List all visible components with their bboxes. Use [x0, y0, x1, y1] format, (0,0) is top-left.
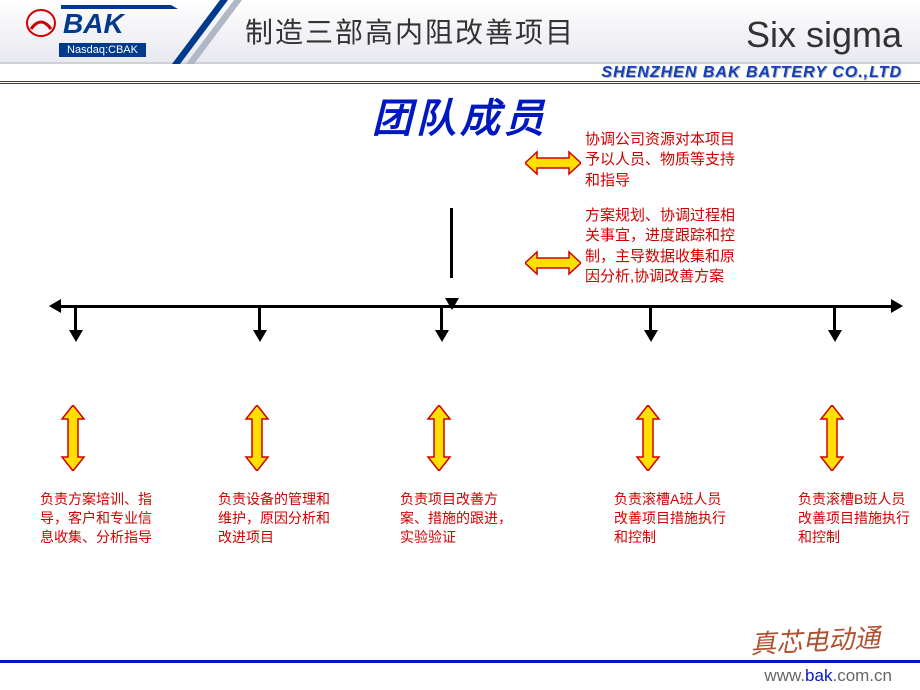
top-note: 协调公司资源对本项目予以人员、物质等支持和指导: [585, 130, 745, 191]
header-diagonal-icon: [172, 0, 242, 64]
double-arrow-v-icon: [426, 405, 452, 471]
footer-url: www.bak.com.cn: [0, 660, 920, 690]
branch-desc: 负责项目改善方案、措施的跟进，实验验证: [400, 490, 520, 547]
double-arrow-h-icon: [525, 250, 581, 276]
top-note: 方案规划、协调过程相关事宜，进度跟踪和控制，主导数据收集和原因分析,协调改善方案: [585, 206, 745, 287]
double-arrow-v-icon: [635, 405, 661, 471]
org-chart: 协调公司资源对本项目予以人员、物质等支持和指导 方案规划、协调过程相关事宜，进度…: [0, 120, 920, 655]
branch-line: [258, 305, 261, 339]
slide-header: BAK Nasdaq:CBAK 制造三部高内阻改善项目 Six sigma: [0, 0, 920, 64]
double-arrow-v-icon: [60, 405, 86, 471]
url-mid: bak: [805, 666, 832, 685]
header-sixsigma: Six sigma: [746, 14, 902, 56]
branch-desc: 负责方案培训、指导，客户和专业信息收集、分析指导: [40, 490, 160, 547]
double-arrow-v-icon: [819, 405, 845, 471]
chart-vline: [450, 208, 453, 278]
double-arrow-h-icon: [525, 150, 581, 176]
url-suffix: .com.cn: [832, 666, 892, 685]
branch-desc: 负责设备的管理和维护，原因分析和改进项目: [218, 490, 338, 547]
company-banner: SHENZHEN BAK BATTERY CO.,LTD: [0, 64, 920, 84]
branch-line: [649, 305, 652, 339]
slogan-script: 真芯电动通: [749, 618, 881, 662]
nasdaq-label: Nasdaq:CBAK: [59, 43, 146, 57]
branch-line: [833, 305, 836, 339]
svg-text:BAK: BAK: [63, 8, 125, 39]
branch-desc: 负责滚槽B班人员改善项目措施执行和控制: [798, 490, 918, 547]
header-title: 制造三部高内阻改善项目: [245, 11, 575, 51]
bak-logo-icon: BAK: [23, 5, 183, 41]
chart-mid-arrow-icon: [445, 298, 459, 317]
url-prefix: www.: [764, 666, 805, 685]
branch-line: [440, 305, 443, 339]
double-arrow-v-icon: [244, 405, 270, 471]
branch-desc: 负责滚槽A班人员改善项目措施执行和控制: [614, 490, 734, 547]
branch-line: [74, 305, 77, 339]
chart-hline: [52, 305, 900, 308]
